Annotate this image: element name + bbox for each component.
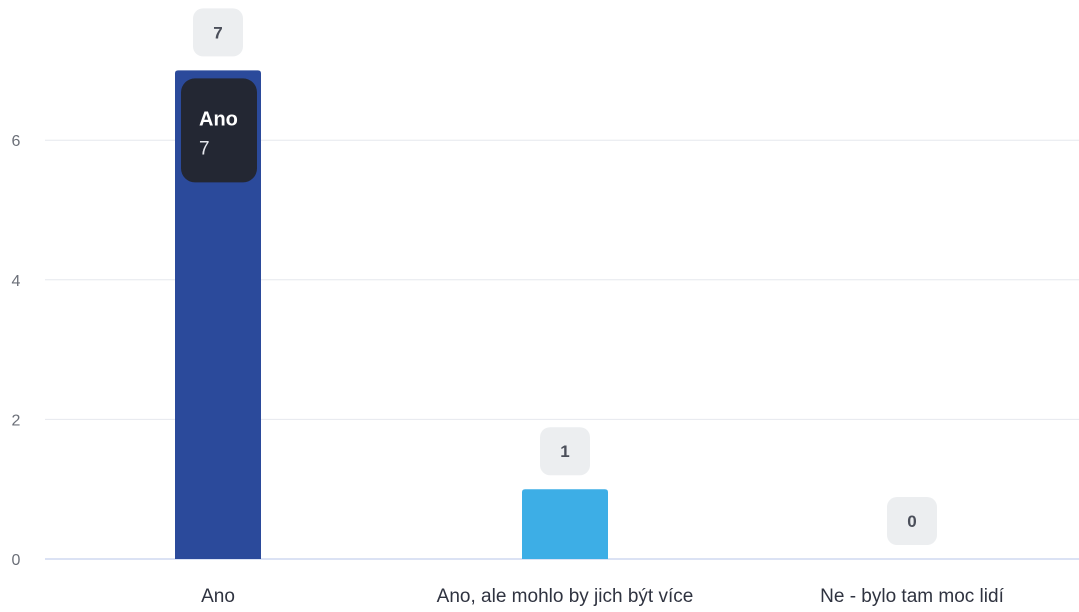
data-label: 1 [560,442,569,461]
data-label: 0 [907,512,916,531]
tooltip-category: Ano [199,108,238,130]
bar[interactable] [522,489,608,559]
bar[interactable] [175,70,261,560]
data-label: 7 [213,23,222,42]
data-labels: 7 1 0 [193,8,937,545]
y-tick-label: 6 [12,133,21,150]
y-tick-label: 2 [12,412,21,429]
tooltip-value: 7 [199,138,210,159]
data-label-badge [540,427,590,476]
x-tick-label: Ne - bylo tam moc lidí [820,586,1004,607]
data-label-badge [193,8,243,57]
x-tick-label: Ano, ale mohlo by jich být více [437,586,694,607]
bars [175,70,608,560]
x-axis: Ano Ano, ale mohlo by jich být více Ne - b… [201,586,1004,607]
x-tick-label: Ano [201,586,235,607]
y-axis: 0 2 4 6 [12,133,21,569]
y-tick-label: 4 [12,273,21,290]
tooltip: Ano 7 [181,78,257,183]
y-tick-label: 0 [12,552,21,569]
data-label-badge [887,497,937,545]
tooltip-box [181,78,257,183]
